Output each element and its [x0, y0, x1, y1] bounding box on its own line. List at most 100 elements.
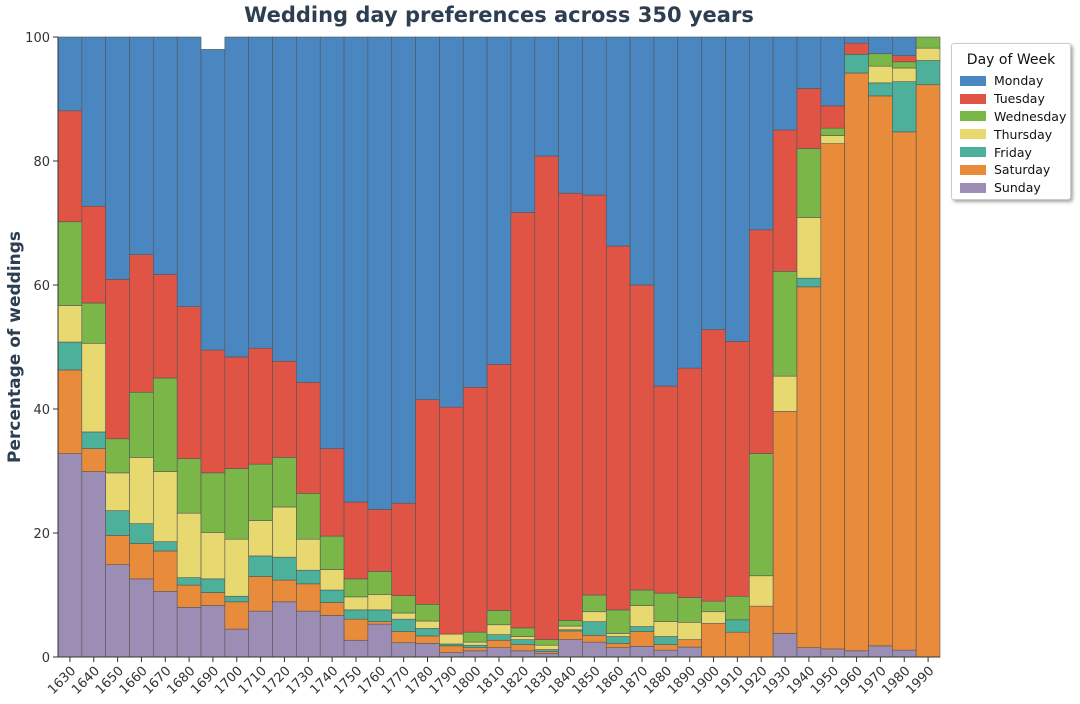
bar-segment-sunday-1710	[248, 610, 273, 658]
y-axis-label: Percentage of weddings	[5, 231, 25, 463]
legend-item-tuesday: Tuesday	[952, 90, 1070, 108]
bar-segment-friday-1960	[844, 54, 869, 74]
bar-segment-wednesday-1880	[653, 592, 679, 622]
bar-segment-sunday-1690	[200, 605, 226, 658]
bar-segment-sunday-1810	[486, 647, 512, 658]
legend-label: Tuesday	[994, 91, 1045, 107]
bar-segment-wednesday-1920	[748, 453, 774, 577]
bar-segment-friday-1910	[725, 619, 750, 633]
bar-segment-wednesday-1840	[558, 620, 583, 627]
bar-segment-saturday-1920	[748, 605, 774, 658]
bar-segment-monday-1850	[582, 36, 607, 196]
bar-segment-tuesday-1630	[57, 110, 83, 223]
bar-segment-tuesday-1640	[81, 205, 106, 304]
legend-swatch	[960, 111, 986, 122]
bar-segment-wednesday-1640	[81, 302, 106, 344]
bar-segment-saturday-1840	[558, 630, 583, 640]
bar-segment-sunday-1630	[57, 453, 83, 658]
bar-segment-tuesday-1980	[892, 55, 917, 63]
bar-segment-friday-1710	[248, 555, 273, 577]
bar-segment-sunday-1660	[129, 578, 154, 658]
bar-segment-friday-1680	[176, 577, 202, 586]
legend-item-saturday: Saturday	[952, 161, 1070, 179]
bar-segment-saturday-1880	[653, 644, 679, 651]
bar-segment-tuesday-1780	[415, 399, 440, 605]
legend-label: Monday	[994, 73, 1044, 89]
bar-segment-thursday-1720	[272, 506, 297, 558]
bar-segment-tuesday-1840	[558, 192, 583, 621]
bar-segment-friday-1870	[629, 626, 655, 632]
legend-item-thursday: Thursday	[952, 125, 1070, 143]
bar-segment-saturday-1720	[272, 579, 297, 603]
bar-segment-friday-1730	[296, 569, 321, 585]
bars-group	[57, 36, 941, 658]
legend-swatch	[960, 164, 986, 175]
x-tick-label: 1990	[903, 664, 937, 698]
bar-segment-thursday-1680	[176, 512, 202, 578]
bar-segment-sunday-1980	[892, 649, 917, 658]
bar-segment-monday-1820	[510, 36, 536, 213]
bar-segment-friday-1970	[868, 82, 893, 97]
bar-segment-saturday-1950	[820, 143, 845, 650]
bar-segment-saturday-1700	[224, 601, 250, 630]
bar-segment-monday-1910	[725, 36, 750, 342]
bar-segment-friday-1850	[582, 621, 607, 636]
bar-segment-tuesday-1850	[582, 194, 607, 596]
bar-segment-tuesday-1710	[248, 347, 273, 465]
bar-segment-monday-1960	[844, 36, 869, 44]
bar-segment-thursday-1700	[224, 538, 250, 597]
bar-segment-sunday-1700	[224, 628, 250, 658]
bar-segment-saturday-1760	[367, 621, 393, 625]
bar-segment-friday-1990	[915, 60, 941, 86]
x-ticks-group: 1630164016501660167016801690170017101720…	[45, 657, 937, 698]
bar-segment-friday-1820	[510, 639, 536, 645]
bar-segment-saturday-1890	[677, 639, 702, 648]
bar-segment-tuesday-1890	[677, 367, 702, 598]
bar-segment-thursday-1770	[391, 612, 416, 620]
bar-segment-monday-1840	[558, 36, 583, 194]
bar-segment-monday-1670	[153, 36, 178, 275]
bar-segment-tuesday-1960	[844, 42, 869, 55]
bar-segment-wednesday-1810	[486, 610, 512, 626]
bar-segment-thursday-1750	[343, 596, 369, 611]
legend-label: Friday	[994, 144, 1032, 160]
bar-segment-monday-1880	[653, 36, 679, 387]
bar-segment-monday-1900	[701, 36, 726, 330]
legend-item-wednesday: Wednesday	[952, 108, 1070, 126]
bar-segment-saturday-1730	[296, 583, 321, 612]
bar-segment-saturday-1660	[129, 543, 154, 580]
bar-segment-thursday-1800	[462, 641, 488, 646]
bar-segment-friday-1940	[796, 277, 822, 288]
bar-segment-monday-1890	[677, 36, 702, 369]
bar-segment-saturday-1870	[629, 631, 655, 647]
legend-label: Sunday	[994, 180, 1041, 196]
bar-segment-thursday-1870	[629, 605, 655, 627]
legend-items: Monday Tuesday Wednesday Thursday Friday Satu…	[952, 72, 1070, 197]
bar-segment-monday-1930	[772, 36, 798, 131]
legend-label: Thursday	[994, 126, 1053, 142]
bar-segment-monday-1780	[415, 36, 440, 401]
bar-segment-thursday-1740	[319, 569, 345, 591]
bar-segment-wednesday-1780	[415, 603, 440, 622]
bar-segment-thursday-1710	[248, 520, 273, 557]
bar-segment-friday-1780	[415, 628, 440, 637]
bar-segment-thursday-1660	[129, 457, 154, 524]
bar-segment-wednesday-1750	[343, 578, 369, 598]
bar-segment-saturday-1780	[415, 635, 440, 644]
bar-segment-tuesday-1720	[272, 360, 297, 458]
bar-segment-friday-1740	[319, 589, 345, 603]
bar-segment-thursday-1690	[200, 532, 226, 580]
bar-segment-sunday-1780	[415, 643, 440, 658]
bar-segment-sunday-1890	[677, 646, 702, 658]
bar-segment-monday-1700	[224, 36, 250, 358]
bar-segment-friday-1800	[462, 644, 488, 648]
bar-segment-wednesday-1900	[701, 600, 726, 613]
bar-segment-thursday-1760	[367, 594, 393, 611]
bar-segment-tuesday-1930	[772, 129, 798, 272]
bar-segment-wednesday-1650	[105, 438, 130, 474]
bar-segment-saturday-1850	[582, 634, 607, 643]
bar-segment-tuesday-1910	[725, 341, 750, 597]
bar-segment-friday-1750	[343, 609, 369, 620]
